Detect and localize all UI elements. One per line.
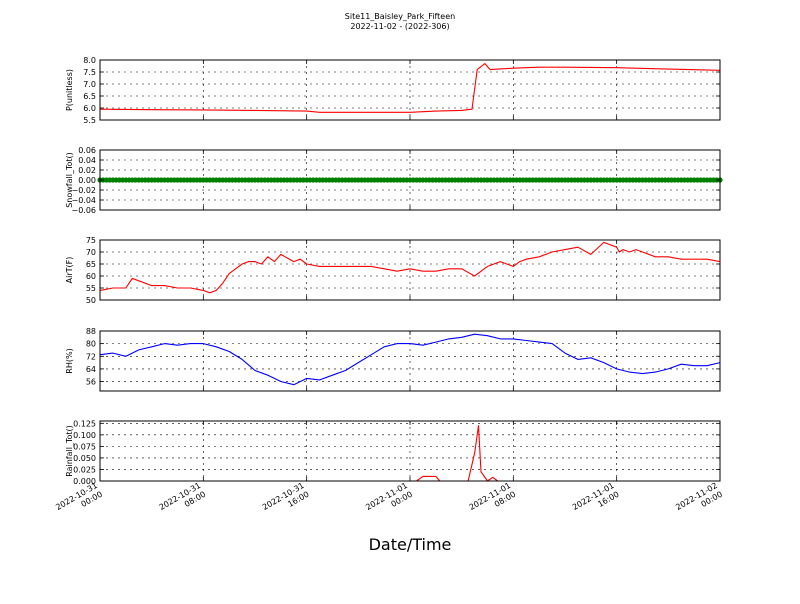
y-tick-label: 0.050: [73, 454, 96, 463]
y-tick-label: 72: [86, 352, 96, 361]
y-tick-label: 5.5: [83, 116, 96, 125]
y-tick-label: −0.04: [71, 196, 96, 205]
panel-1-grid: [99, 59, 721, 121]
series-line: [99, 241, 721, 294]
y-tick-label: 7.0: [83, 80, 96, 89]
y-axis-label: Rainfall_Tot(): [65, 425, 74, 477]
y-tick-label: 0.06: [78, 146, 96, 155]
y-tick-label: 7.5: [83, 68, 96, 77]
y-tick-label: 88: [86, 327, 96, 336]
y-tick-label: 0.02: [78, 166, 96, 175]
panel-3-grid: [99, 239, 721, 301]
panels: 5.5 6.0 6.5 7.0 7.5 8.0 P(unitless) −0.06−0.04−…: [65, 56, 723, 486]
x-axis-label: Date/Time: [369, 535, 452, 554]
panel-5-grid: [99, 421, 721, 482]
y-axis-label: RH(%): [65, 348, 74, 373]
y-tick-label: 60: [86, 272, 96, 281]
y-tick-label: 70: [86, 248, 96, 257]
series-line: [99, 63, 721, 113]
snowfall-points: [97, 177, 723, 183]
y-tick-label: 55: [86, 284, 96, 293]
figure-title-line2: 2022-11-02 - (2022-306): [350, 22, 449, 31]
panel-5: 0.000 0.025 0.050 0.075 0.100 0.125Rainfall_T…: [65, 419, 721, 486]
y-axis-label: P(unitless): [65, 69, 74, 111]
y-tick-label: 50: [86, 296, 96, 305]
y-tick-label: 0.00: [78, 176, 96, 185]
y-tick-label: 0.000: [73, 477, 96, 486]
y-tick-label: −0.02: [71, 186, 96, 195]
y-tick-label: 0.04: [78, 156, 96, 165]
y-tick-label: 0.025: [73, 465, 96, 474]
panel-4: 56 64 72 80 88 RH(%): [65, 327, 721, 392]
y-tick-label: 80: [86, 340, 96, 349]
series-line: [99, 333, 721, 386]
y-tick-label: 64: [86, 365, 96, 374]
figure-title-line1: Site11_Baisley_Park_Fifteen: [345, 12, 455, 21]
y-tick-label: 65: [86, 260, 96, 269]
panel-1: 5.5 6.0 6.5 7.0 7.5 8.0 P(unitless): [65, 56, 721, 125]
y-tick-label: −0.06: [71, 206, 96, 215]
y-tick-label: 0.125: [73, 419, 96, 428]
panel-2: −0.06−0.04−0.020.000.020.040.06 Snowfall_…: [65, 146, 723, 215]
y-axis-label: Snowfall_Tot(): [65, 152, 74, 208]
y-tick-label: 56: [86, 378, 96, 387]
y-tick-label: 75: [86, 236, 96, 245]
panel-4-grid: [99, 330, 721, 391]
y-tick-label: 0.100: [73, 431, 96, 440]
y-tick-label: 6.0: [83, 104, 96, 113]
y-tick-label: 6.5: [83, 92, 96, 101]
y-axis-label: AirT(F): [65, 257, 74, 284]
panel-3: 50 55 60 65 70 75 AirT(F): [65, 236, 721, 305]
y-tick-label: 8.0: [83, 56, 96, 65]
y-tick-label: 0.075: [73, 442, 96, 451]
